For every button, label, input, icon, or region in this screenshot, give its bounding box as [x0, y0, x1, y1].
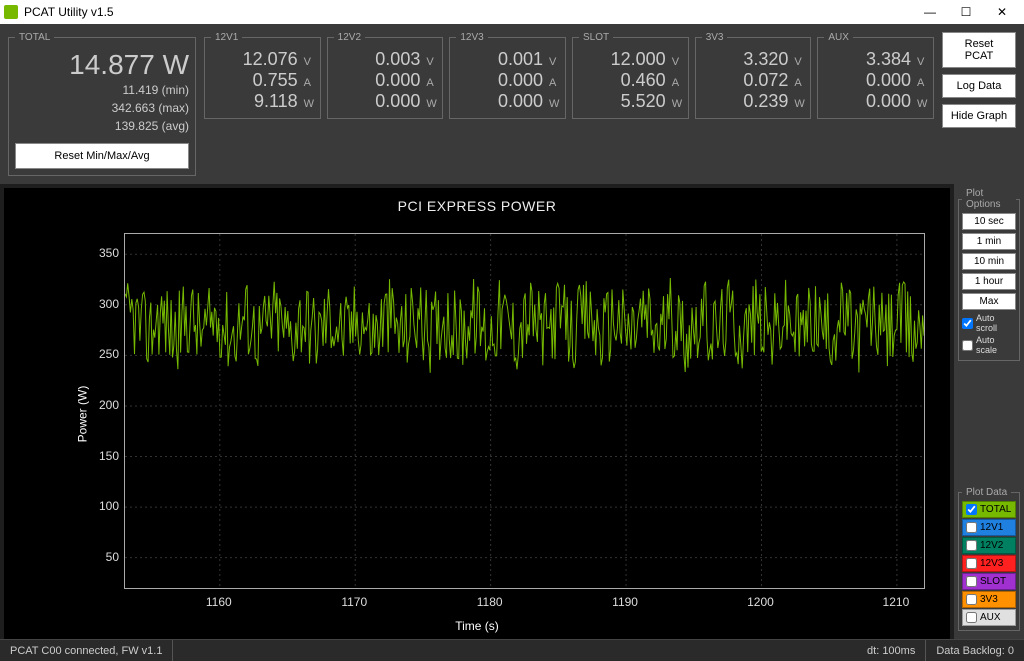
rail-12v3: 12V3 0.001V 0.000A 0.000W [449, 32, 566, 119]
chart-svg [125, 234, 924, 588]
x-tick: 1190 [612, 595, 638, 609]
series-toggle-12v2[interactable]: 12V2 [962, 537, 1016, 554]
total-stats: 11.419 (min) 342.663 (max) 139.825 (avg) [15, 81, 189, 135]
maximize-button[interactable]: ☐ [948, 0, 984, 24]
status-dt: dt: 100ms [857, 640, 926, 661]
reset-minmaxavg-button[interactable]: Reset Min/Max/Avg [15, 143, 189, 169]
rail-3v3: 3V3 3.320V 0.072A 0.239W [695, 32, 812, 119]
minimize-button[interactable]: — [912, 0, 948, 24]
top-panel: TOTAL 14.877 W 11.419 (min) 342.663 (max… [0, 24, 1024, 184]
series-toggle-total[interactable]: TOTAL [962, 501, 1016, 518]
plot-options-panel: Plot Options 10 sec1 min10 min1 hourMax … [958, 188, 1020, 361]
rail-aux: AUX 3.384V 0.000A 0.000W [817, 32, 934, 119]
y-tick: 50 [89, 550, 119, 564]
x-tick: 1200 [747, 595, 774, 609]
y-axis-label: Power (W) [75, 385, 89, 442]
hide-graph-button[interactable]: Hide Graph [942, 104, 1016, 128]
series-toggle-12v3[interactable]: 12V3 [962, 555, 1016, 572]
titlebar: PCAT Utility v1.5 — ☐ ✕ [0, 0, 1024, 24]
series-toggle-12v1[interactable]: 12V1 [962, 519, 1016, 536]
timerange-button-1-hour[interactable]: 1 hour [962, 273, 1016, 290]
y-tick: 300 [89, 297, 119, 311]
x-tick: 1160 [206, 595, 232, 609]
side-panel: Plot Options 10 sec1 min10 min1 hourMax … [954, 184, 1024, 639]
status-backlog: Data Backlog: 0 [926, 640, 1024, 661]
reset-pcat-button[interactable]: Reset PCAT [942, 32, 1016, 68]
total-panel: TOTAL 14.877 W 11.419 (min) 342.663 (max… [8, 32, 196, 176]
chart-title: PCI EXPRESS POWER [4, 188, 950, 214]
log-data-button[interactable]: Log Data [942, 74, 1016, 98]
x-tick: 1180 [477, 595, 503, 609]
auto-scroll-checkbox[interactable]: Auto scroll [962, 313, 1016, 333]
y-tick: 100 [89, 499, 119, 513]
rail-slot: SLOT 12.000V 0.460A 5.520W [572, 32, 689, 119]
main-area: PCI EXPRESS POWER Power (W) Time (s) 50 1… [0, 184, 1024, 639]
x-tick: 1170 [341, 595, 367, 609]
timerange-button-1-min[interactable]: 1 min [962, 233, 1016, 250]
series-toggle-3v3[interactable]: 3V3 [962, 591, 1016, 608]
timerange-button-10-min[interactable]: 10 min [962, 253, 1016, 270]
series-toggle-slot[interactable]: SLOT [962, 573, 1016, 590]
chart-area: PCI EXPRESS POWER Power (W) Time (s) 50 1… [4, 188, 950, 639]
plot-frame [124, 233, 925, 589]
statusbar: PCAT C00 connected, FW v1.1 dt: 100ms Da… [0, 639, 1024, 661]
x-tick: 1210 [883, 595, 910, 609]
status-connection: PCAT C00 connected, FW v1.1 [0, 640, 173, 661]
timerange-button-max[interactable]: Max [962, 293, 1016, 310]
rail-12v2: 12V2 0.003V 0.000A 0.000W [327, 32, 444, 119]
plot-options-legend: Plot Options [962, 188, 1016, 210]
auto-scale-checkbox[interactable]: Auto scale [962, 335, 1016, 355]
app-icon [4, 5, 18, 19]
total-value: 14.877 W [15, 49, 189, 81]
series-toggle-aux[interactable]: AUX [962, 609, 1016, 626]
timerange-button-10-sec[interactable]: 10 sec [962, 213, 1016, 230]
y-tick: 200 [89, 398, 119, 412]
close-button[interactable]: ✕ [984, 0, 1020, 24]
action-buttons: Reset PCAT Log Data Hide Graph [942, 32, 1016, 128]
plot-data-legend: Plot Data [962, 487, 1011, 498]
window-title: PCAT Utility v1.5 [24, 5, 114, 19]
plot-data-panel: Plot Data TOTAL12V112V212V3SLOT3V3AUX [958, 487, 1020, 631]
total-legend: TOTAL [15, 32, 54, 43]
x-axis-label: Time (s) [455, 619, 499, 633]
y-tick: 350 [89, 246, 119, 260]
y-tick: 250 [89, 347, 119, 361]
y-tick: 150 [89, 449, 119, 463]
rails-container: 12V1 12.076V 0.755A 9.118W12V2 0.003V 0.… [204, 32, 934, 119]
rail-12v1: 12V1 12.076V 0.755A 9.118W [204, 32, 321, 119]
